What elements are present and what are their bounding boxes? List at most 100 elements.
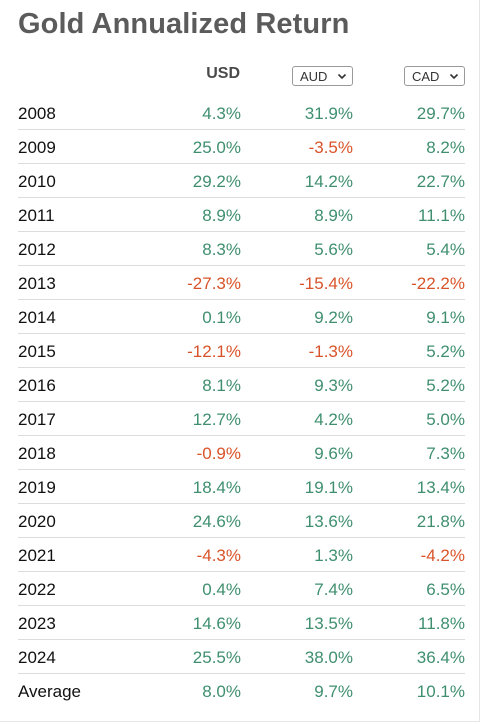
row-label: 2011: [18, 206, 55, 225]
currency-select-cad[interactable]: CAD: [404, 66, 465, 86]
row-label: 2010: [18, 172, 56, 191]
aud-return-value: 7.4%: [314, 580, 353, 599]
table-header: USD AUD CAD: [0, 56, 480, 96]
chevron-down-icon: [449, 73, 459, 80]
row-label: 2008: [18, 104, 56, 123]
table-row: 2023 14.6% 13.5% 11.8%: [18, 606, 465, 640]
usd-return-value: 8.9%: [202, 206, 241, 225]
currency-select-aud[interactable]: AUD: [292, 66, 353, 86]
row-label: 2012: [18, 240, 56, 259]
cad-return-value: 8.2%: [426, 138, 465, 157]
aud-return-value: 13.5%: [304, 614, 353, 633]
usd-return-value: 0.1%: [202, 308, 241, 327]
table-row: 2020 24.6% 13.6% 21.8%: [18, 504, 465, 538]
table-row: 2010 29.2% 14.2% 22.7%: [18, 164, 465, 198]
row-label: 2023: [18, 614, 56, 633]
aud-return-value: 9.6%: [314, 444, 353, 463]
table-row: 2024 25.5% 38.0% 36.4%: [18, 640, 465, 674]
aud-return-value: 9.7%: [314, 682, 353, 701]
returns-table: 2008 4.3% 31.9% 29.7% 2009 25.0% -3.5% 8.2% 2010…: [18, 96, 465, 707]
usd-return-value: 8.1%: [202, 376, 241, 395]
row-label: 2022: [18, 580, 56, 599]
aud-return-value: 1.3%: [314, 546, 353, 565]
table-row: 2014 0.1% 9.2% 9.1%: [18, 300, 465, 334]
cad-return-value: 5.0%: [426, 410, 465, 429]
cad-return-value: 5.4%: [426, 240, 465, 259]
cad-return-value: 11.8%: [418, 614, 465, 633]
cad-return-value: 13.4%: [416, 478, 465, 497]
table-row: 2021 -4.3% 1.3% -4.2%: [18, 538, 465, 572]
cad-return-value: 11.1%: [418, 206, 465, 225]
row-label: 2018: [18, 444, 56, 463]
usd-return-value: 14.6%: [192, 614, 241, 633]
aud-return-value: 9.3%: [314, 376, 353, 395]
row-label: 2013: [18, 274, 56, 293]
usd-return-value: 12.7%: [192, 410, 241, 429]
table-row: 2013 -27.3% -15.4% -22.2%: [18, 266, 465, 300]
row-label: 2014: [18, 308, 56, 327]
table-row: Average 8.0% 9.7% 10.1%: [18, 674, 465, 707]
row-label: 2020: [18, 512, 56, 531]
row-label: Average: [18, 682, 82, 701]
aud-return-value: -15.4%: [299, 274, 353, 293]
aud-return-value: 38.0%: [304, 648, 353, 667]
aud-return-value: -3.5%: [308, 138, 353, 157]
cad-return-value: 6.5%: [426, 580, 465, 599]
cad-return-value: 29.7%: [416, 104, 465, 123]
table-row: 2019 18.4% 19.1% 13.4%: [18, 470, 465, 504]
aud-return-value: 4.2%: [314, 410, 353, 429]
cad-return-value: 9.1%: [426, 308, 465, 327]
usd-column-header: USD: [206, 65, 240, 82]
currency-select-cad-value: CAD: [412, 68, 440, 84]
row-label: 2016: [18, 376, 56, 395]
cad-return-value: 5.2%: [426, 376, 465, 395]
cad-return-value: 22.7%: [416, 172, 465, 191]
aud-return-value: 13.6%: [304, 512, 353, 531]
usd-return-value: -0.9%: [196, 444, 241, 463]
cad-return-value: -4.2%: [420, 546, 465, 565]
table-row: 2016 8.1% 9.3% 5.2%: [18, 368, 465, 402]
row-label: 2019: [18, 478, 56, 497]
aud-return-value: 19.1%: [304, 478, 353, 497]
row-label: 2015: [18, 342, 56, 361]
aud-return-value: 31.9%: [304, 104, 353, 123]
table-row: 2008 4.3% 31.9% 29.7%: [18, 96, 465, 130]
aud-return-value: 14.2%: [304, 172, 353, 191]
cad-return-value: 36.4%: [416, 648, 465, 667]
usd-return-value: 0.4%: [202, 580, 241, 599]
table-row: 2012 8.3% 5.6% 5.4%: [18, 232, 465, 266]
row-label: 2024: [18, 648, 56, 667]
usd-return-value: -27.3%: [187, 274, 241, 293]
table-row: 2009 25.0% -3.5% 8.2%: [18, 130, 465, 164]
usd-return-value: 24.6%: [192, 512, 241, 531]
currency-select-aud-value: AUD: [300, 68, 328, 84]
table-row: 2011 8.9% 8.9% 11.1%: [18, 198, 465, 232]
cad-return-value: 7.3%: [426, 444, 465, 463]
table-row: 2015 -12.1% -1.3% 5.2%: [18, 334, 465, 368]
usd-return-value: -4.3%: [196, 546, 241, 565]
usd-return-value: 4.3%: [202, 104, 241, 123]
usd-return-value: 18.4%: [192, 478, 241, 497]
usd-return-value: -12.1%: [187, 342, 241, 361]
row-label: 2021: [18, 546, 56, 565]
aud-return-value: 9.2%: [314, 308, 353, 327]
aud-return-value: 8.9%: [314, 206, 353, 225]
aud-return-value: -1.3%: [308, 342, 353, 361]
cad-return-value: 21.8%: [416, 512, 465, 531]
table-row: 2018 -0.9% 9.6% 7.3%: [18, 436, 465, 470]
usd-return-value: 8.0%: [202, 682, 241, 701]
chevron-down-icon: [337, 73, 347, 80]
usd-return-value: 8.3%: [202, 240, 241, 259]
cad-return-value: 10.1%: [416, 682, 465, 701]
usd-return-value: 25.5%: [192, 648, 241, 667]
usd-return-value: 29.2%: [192, 172, 241, 191]
usd-return-value: 25.0%: [192, 138, 241, 157]
table-row: 2017 12.7% 4.2% 5.0%: [18, 402, 465, 436]
table-row: 2022 0.4% 7.4% 6.5%: [18, 572, 465, 606]
cad-return-value: 5.2%: [426, 342, 465, 361]
row-label: 2017: [18, 410, 56, 429]
aud-return-value: 5.6%: [314, 240, 353, 259]
row-label: 2009: [18, 138, 56, 157]
page-title: Gold Annualized Return: [18, 8, 350, 40]
